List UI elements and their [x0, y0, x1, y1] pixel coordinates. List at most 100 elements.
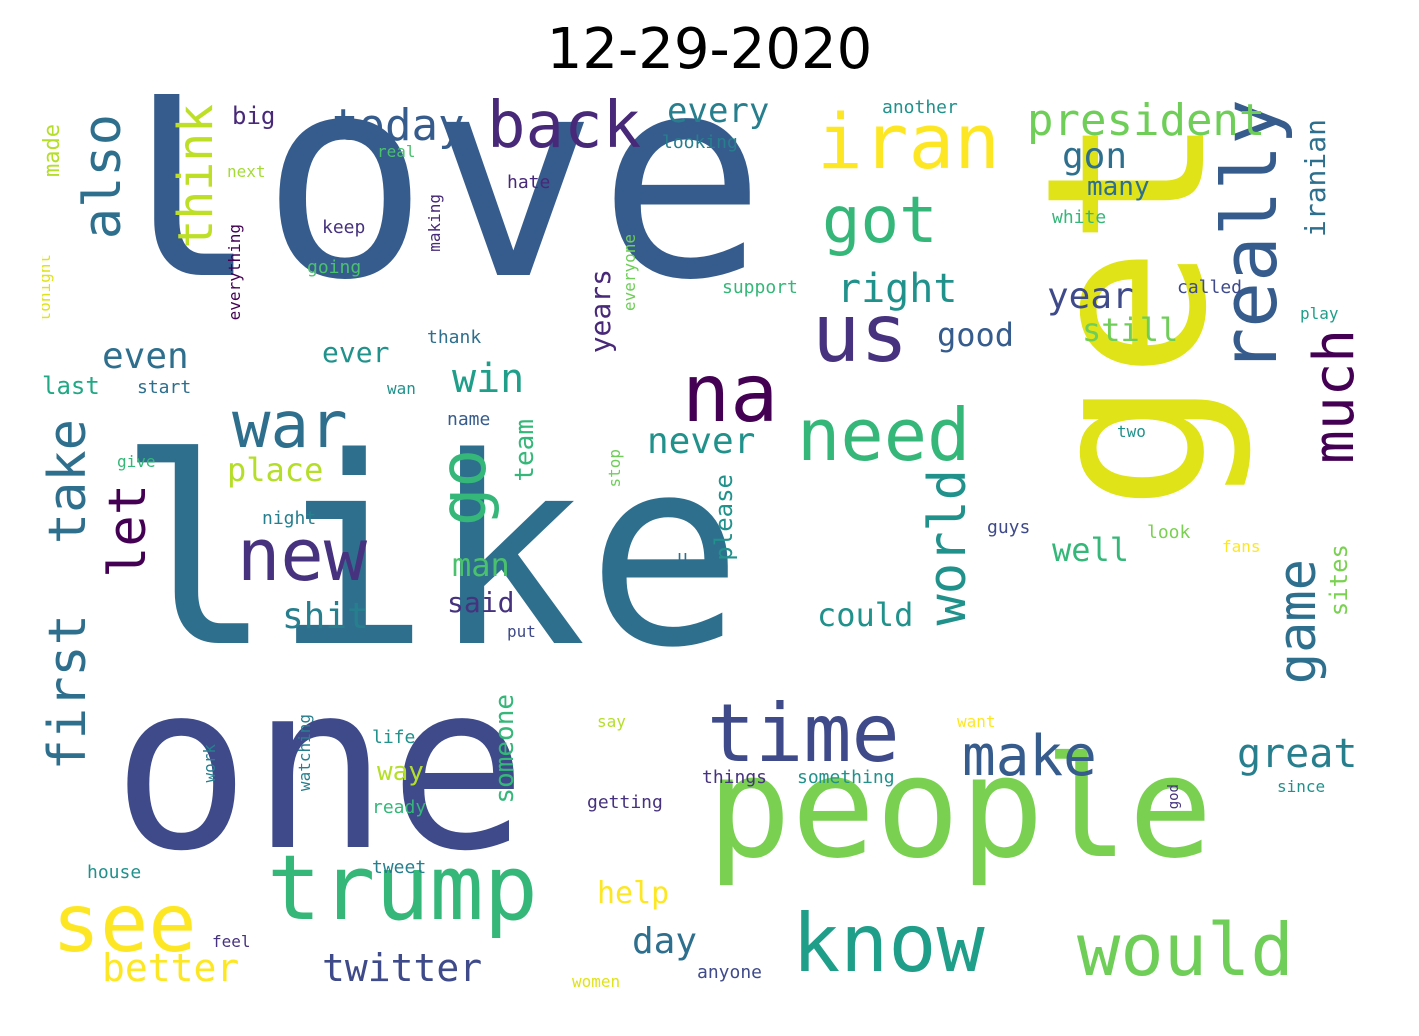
word-work: work: [200, 744, 219, 783]
word-better: better: [102, 946, 240, 990]
word-please: please: [710, 474, 738, 561]
word-gon: gon: [1062, 136, 1128, 177]
word-white: white: [1052, 207, 1107, 228]
word-u: u: [677, 547, 688, 568]
word-got: got: [822, 184, 938, 258]
word-war: war: [232, 389, 348, 463]
word-tonight: tonight: [42, 254, 54, 322]
word-time: time: [707, 687, 900, 780]
word-cloud: love like one get people trump know woul…: [42, 94, 1385, 1006]
word-team: team: [510, 419, 540, 482]
word-hate: hate: [507, 172, 551, 193]
word-today: today: [332, 100, 465, 151]
word-watching: watching: [295, 714, 314, 792]
word-look: look: [1147, 522, 1191, 543]
word-tweet: tweet: [372, 857, 427, 878]
word-keep: keep: [322, 217, 366, 238]
word-take: take: [42, 419, 98, 545]
word-every: every: [667, 94, 770, 131]
word-ever: ever: [322, 336, 390, 369]
word-president: president: [1027, 95, 1266, 146]
word-life: life: [372, 727, 416, 748]
word-oh: oh: [522, 220, 544, 241]
word-wan: wan: [387, 379, 416, 398]
word-two: two: [1117, 422, 1146, 441]
word-things: things: [702, 767, 768, 788]
word-put: put: [507, 622, 536, 641]
word-first: first: [42, 614, 98, 771]
word-god: god: [1166, 784, 1182, 810]
word-day: day: [632, 921, 698, 962]
word-man: man: [452, 546, 510, 584]
word-make: make: [962, 724, 1097, 789]
word-everything: everything: [225, 224, 244, 321]
word-well: well: [1052, 531, 1130, 569]
word-name: name: [447, 409, 491, 430]
word-sites: sites: [1325, 544, 1353, 617]
word-know: know: [792, 897, 985, 990]
word-someone: someone: [490, 694, 520, 804]
word-going: going: [307, 257, 362, 278]
word-support: support: [722, 277, 798, 298]
word-big: big: [232, 102, 276, 130]
word-need: need: [797, 393, 971, 477]
word-na: na: [682, 347, 779, 440]
word-twitter: twitter: [322, 946, 483, 990]
word-start: start: [137, 377, 192, 398]
word-play: play: [1300, 304, 1339, 323]
word-guys: guys: [987, 517, 1031, 538]
word-women: women: [572, 972, 621, 991]
word-another: another: [882, 97, 958, 118]
word-trump: trump: [267, 836, 538, 941]
word-iranian: iranian: [1299, 119, 1332, 238]
word-new: new: [237, 513, 368, 597]
word-year: year: [1047, 276, 1134, 317]
word-everyone: everyone: [620, 234, 639, 312]
word-see: see: [52, 877, 197, 970]
word-getting: getting: [587, 792, 663, 813]
word-also: also: [73, 114, 133, 240]
word-stop: stop: [605, 449, 624, 488]
word-still: still: [1082, 311, 1179, 349]
word-people: people: [707, 727, 1213, 890]
word-iran: iran: [817, 97, 1001, 186]
word-never: never: [647, 421, 756, 462]
word-game: game: [1268, 559, 1328, 685]
word-like: like: [117, 403, 744, 705]
word-world: world: [918, 469, 978, 626]
word-next: next: [227, 162, 266, 181]
word-years: years: [584, 269, 617, 354]
word-great: great: [1237, 731, 1358, 777]
word-would: would: [1077, 908, 1294, 992]
word-looking: looking: [662, 132, 738, 153]
word-anyone: anyone: [697, 962, 763, 983]
page-title: 12-29-2020: [546, 17, 873, 82]
word-win: win: [452, 356, 525, 402]
word-way: way: [377, 757, 424, 787]
word-right: right: [837, 266, 958, 312]
word-made: made: [42, 124, 65, 177]
word-night: night: [262, 508, 317, 529]
word-said: said: [447, 586, 515, 619]
word-making: making: [425, 194, 444, 252]
word-think: think: [168, 104, 224, 249]
word-last: last: [42, 372, 100, 400]
word-shit: shit: [282, 596, 369, 637]
word-let: let: [98, 484, 158, 578]
word-back: back: [487, 94, 642, 163]
word-thank: thank: [427, 327, 482, 348]
word-ready: ready: [372, 797, 427, 818]
word-help: help: [597, 876, 670, 911]
word-feel: feel: [212, 932, 251, 951]
word-one: one: [112, 635, 528, 902]
word-want: want: [957, 712, 996, 731]
word-could: could: [817, 596, 914, 634]
word-love: love: [92, 94, 767, 342]
word-go: go: [427, 449, 501, 527]
word-real: real: [377, 142, 416, 161]
word-us: us: [812, 287, 909, 380]
word-something: something: [797, 767, 895, 788]
word-give: give: [117, 452, 156, 471]
word-fans: fans: [1222, 537, 1261, 556]
word-say: say: [597, 712, 626, 731]
